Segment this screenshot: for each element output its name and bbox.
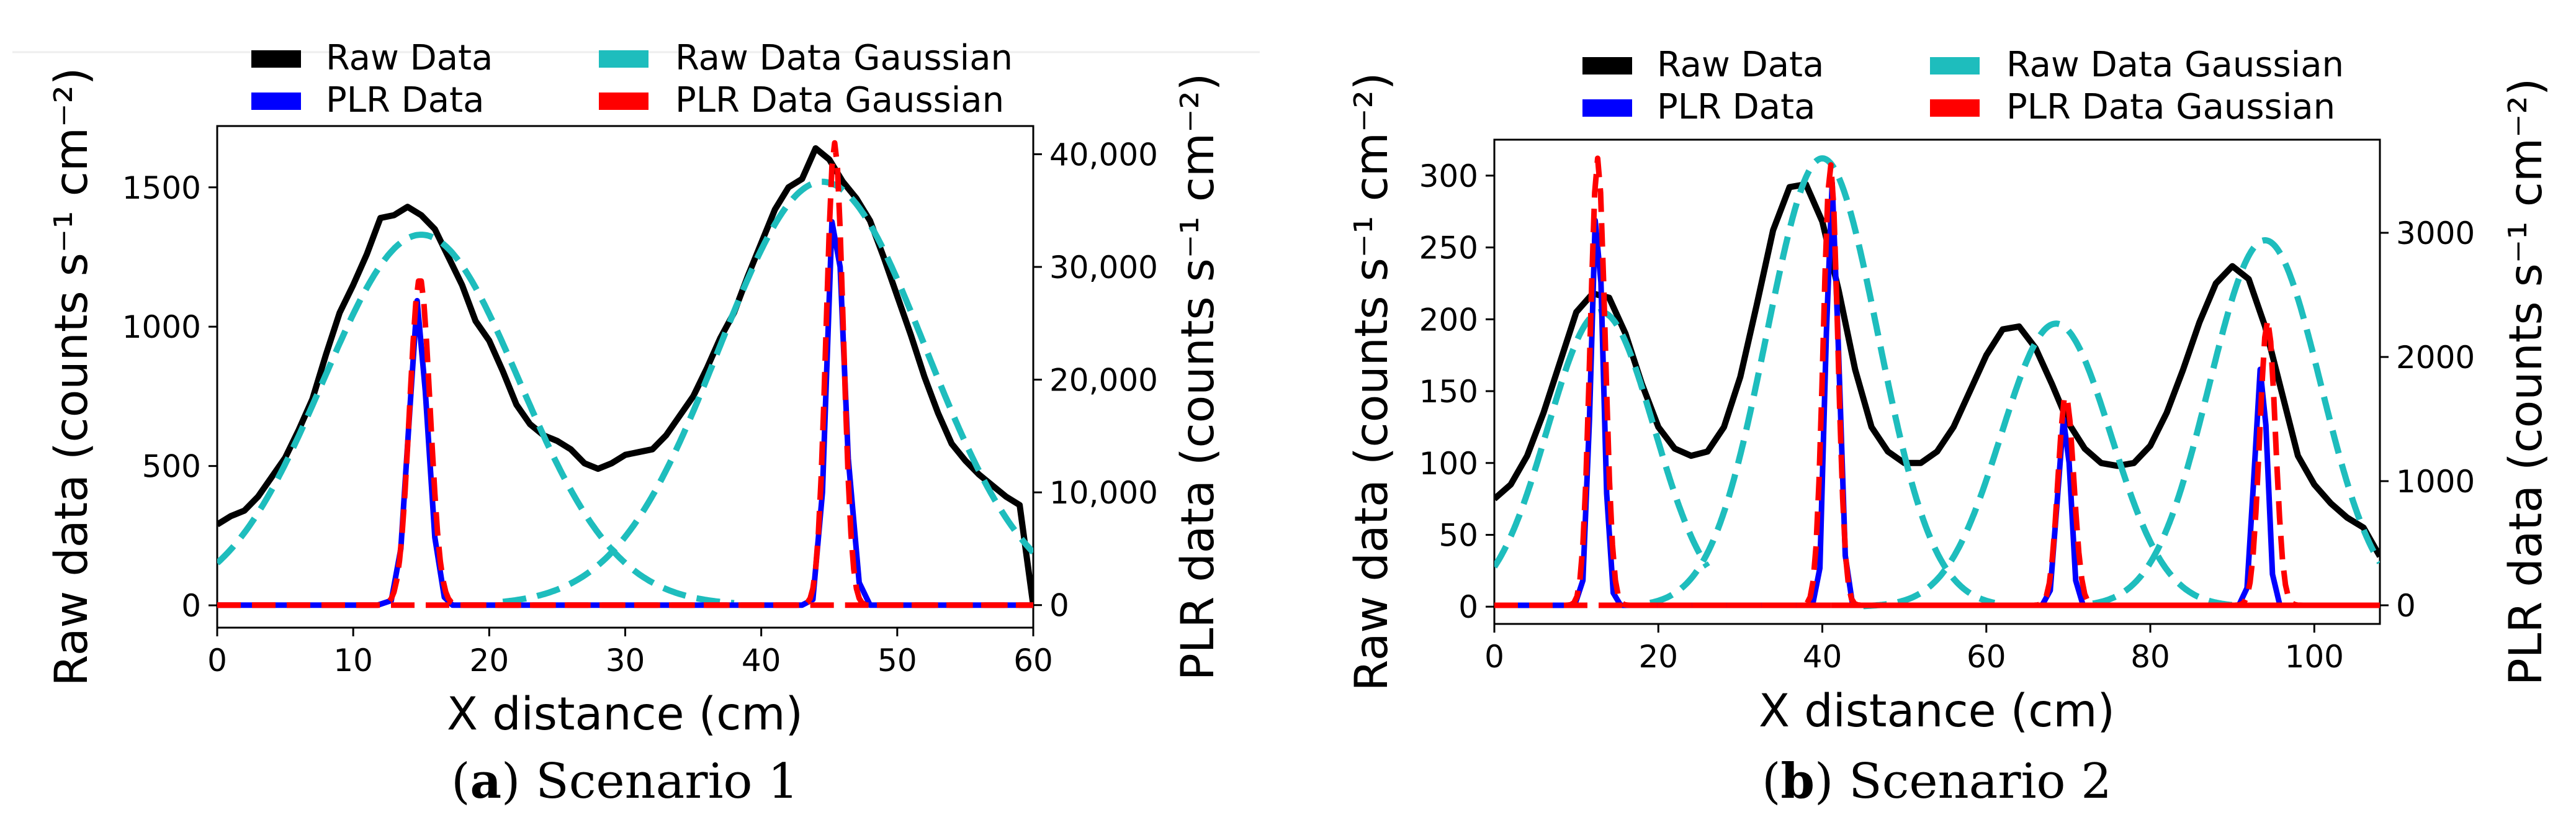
y-right-tick-label: 40,000 bbox=[1049, 137, 1158, 173]
y-left-tick-label: 0 bbox=[181, 588, 201, 624]
legend-label-raw-data: Raw Data bbox=[1657, 45, 1824, 85]
plot-marks bbox=[1494, 155, 2380, 610]
y-left-tick-label: 100 bbox=[1419, 446, 1478, 482]
y-right-tick-label: 0 bbox=[1049, 588, 1069, 624]
y-right-tick-label: 1000 bbox=[2396, 464, 2475, 500]
caption-letter: a bbox=[470, 753, 502, 810]
x-tick-label: 50 bbox=[877, 643, 917, 679]
legend-label-plr-gaussian: PLR Data Gaussian bbox=[2006, 87, 2335, 127]
panel-scenario-1: 0 10 20 30 40 50 60 0 500 1000 1500 0 10,000 20,000 30… bbox=[45, 38, 1224, 810]
y-left-tick-label: 500 bbox=[142, 449, 201, 485]
y-left-tick-label: 0 bbox=[1458, 589, 1478, 625]
x-tick-label: 80 bbox=[2130, 639, 2170, 675]
x-tick-label: 100 bbox=[2285, 639, 2344, 675]
x-axis-label: X distance (cm) bbox=[447, 688, 803, 741]
x-tick-label: 60 bbox=[1967, 639, 2006, 675]
legend-swatch-plr-data bbox=[251, 93, 301, 110]
y-right-tick-label: 20,000 bbox=[1049, 363, 1158, 399]
x-tick-label: 10 bbox=[333, 643, 373, 679]
legend: Raw Data PLR Data Raw Data Gaussian PLR … bbox=[251, 38, 1013, 120]
axis-ticks: 0 10 20 30 40 50 60 0 500 1000 1500 0 10,000 20,000 30… bbox=[122, 137, 1158, 679]
x-tick-label: 60 bbox=[1013, 643, 1053, 679]
legend-swatch-raw-gaussian bbox=[1930, 57, 1980, 74]
x-tick-label: 40 bbox=[1803, 639, 1842, 675]
series-raw-data-gaussian-1 bbox=[217, 232, 736, 607]
axis-ticks: 0 20 40 60 80 1000501001502002503000100020003… bbox=[1419, 158, 2475, 675]
series-plr-data-gaussian-2 bbox=[217, 140, 1033, 608]
x-tick-label: 40 bbox=[742, 643, 781, 679]
y-left-tick-label: 150 bbox=[1419, 374, 1478, 410]
legend-swatch-plr-data bbox=[1582, 99, 1632, 117]
y-right-tick-label: 2000 bbox=[2396, 340, 2475, 376]
legend-label-plr-data: PLR Data bbox=[326, 80, 484, 120]
caption-text: Scenario 1 bbox=[520, 754, 798, 810]
legend-label-plr-data: PLR Data bbox=[1657, 87, 1815, 127]
series-raw-data-gaussian-2 bbox=[1648, 155, 1997, 606]
y-left-tick-label: 50 bbox=[1438, 517, 1478, 553]
caption-text: Scenario 2 bbox=[1833, 754, 2111, 810]
y-right-tick-label: 3000 bbox=[2396, 215, 2475, 251]
y-axis-label-left: Raw data (counts s⁻¹ cm⁻²) bbox=[1345, 73, 1398, 692]
series-raw-data bbox=[217, 145, 1033, 606]
legend-label-plr-gaussian: PLR Data Gaussian bbox=[675, 80, 1004, 120]
series-plr-data-gaussian-1 bbox=[1494, 155, 2380, 608]
x-tick-label: 20 bbox=[1638, 639, 1678, 675]
y-axis-label-right: PLR data (counts s⁻¹ cm⁻²) bbox=[1172, 73, 1224, 680]
series-raw-data-gaussian-3 bbox=[1861, 320, 2243, 610]
y-axis-label-right: PLR data (counts s⁻¹ cm⁻²) bbox=[2500, 78, 2552, 685]
series-raw-data-gaussian-2 bbox=[501, 178, 1033, 605]
y-left-tick-label: 1000 bbox=[122, 309, 201, 345]
legend-swatch-raw-gaussian bbox=[599, 50, 648, 68]
x-tick-label: 20 bbox=[470, 643, 509, 679]
y-left-tick-label: 300 bbox=[1419, 158, 1478, 194]
plot-frame bbox=[216, 125, 1034, 629]
series-plr-data-gaussian-4 bbox=[1494, 317, 2380, 608]
series-raw-data-gaussian-4 bbox=[2091, 237, 2380, 607]
panel-scenario-2: 0 20 40 60 80 1000501001502002503000100020003… bbox=[1345, 45, 2552, 810]
x-axis-label: X distance (cm) bbox=[1759, 685, 2115, 738]
legend: Raw Data PLR Data Raw Data Gaussian PLR … bbox=[1582, 45, 2344, 127]
legend-swatch-raw-data bbox=[251, 50, 301, 68]
plot-frame bbox=[1493, 138, 2381, 625]
legend-label-raw-data: Raw Data bbox=[326, 38, 493, 78]
caption-letter: b bbox=[1781, 753, 1815, 810]
y-left-tick-label: 250 bbox=[1419, 230, 1478, 266]
panel-caption: (a) Scenario 1 bbox=[451, 753, 799, 810]
legend-swatch-raw-data bbox=[1582, 57, 1632, 74]
plot-marks bbox=[217, 140, 1033, 608]
series-plr-data bbox=[217, 219, 1033, 608]
series-plr-data bbox=[1494, 180, 2380, 608]
legend-swatch-plr-gaussian bbox=[1930, 99, 1980, 117]
y-axis-label-left: Raw data (counts s⁻¹ cm⁻²) bbox=[45, 68, 98, 687]
legend-label-raw-gaussian: Raw Data Gaussian bbox=[2006, 45, 2344, 85]
x-tick-label: 0 bbox=[1484, 639, 1504, 675]
series-plr-data-gaussian-2 bbox=[1494, 162, 2380, 608]
y-right-tick-label: 30,000 bbox=[1049, 250, 1158, 286]
y-left-tick-label: 200 bbox=[1419, 302, 1478, 338]
y-right-tick-label: 0 bbox=[2396, 588, 2416, 624]
panel-caption: (b) Scenario 2 bbox=[1762, 753, 2112, 810]
legend-label-raw-gaussian: Raw Data Gaussian bbox=[675, 38, 1013, 78]
x-tick-label: 30 bbox=[606, 643, 645, 679]
series-raw-data bbox=[1494, 181, 2380, 558]
x-tick-label: 0 bbox=[207, 643, 227, 679]
y-left-tick-label: 1500 bbox=[122, 170, 201, 206]
legend-swatch-plr-gaussian bbox=[599, 93, 648, 110]
y-right-tick-label: 10,000 bbox=[1049, 475, 1158, 511]
